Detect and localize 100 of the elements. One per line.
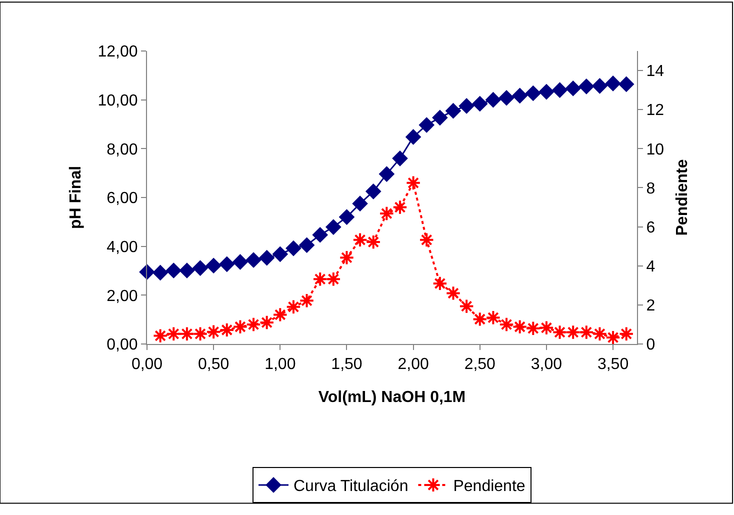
point [592, 326, 608, 342]
x-tick-label: 1,50 [331, 356, 362, 374]
point [299, 238, 314, 253]
y2-tick-label: 10 [646, 141, 664, 158]
y-tick-label: 0,00 [106, 336, 138, 354]
x-tick-label: 3,00 [530, 356, 562, 374]
point [606, 76, 621, 91]
point [458, 298, 474, 314]
point [352, 232, 368, 248]
x-tick-label: 3,50 [597, 356, 629, 374]
point [552, 324, 568, 340]
point [179, 326, 195, 342]
x-tick-label: 2,50 [464, 356, 496, 374]
y-axis-title: pH Final [68, 166, 85, 230]
point [352, 196, 368, 212]
point [152, 265, 168, 280]
y-tick-label: 8,00 [106, 141, 138, 158]
point [259, 250, 274, 266]
point [339, 210, 354, 225]
legend-label: Pendiente [453, 478, 526, 496]
y-tick-label: 6,00 [106, 190, 138, 208]
y2-tick-label: 12 [646, 102, 664, 120]
point [366, 234, 381, 250]
point [166, 326, 182, 342]
point [512, 88, 528, 104]
point [472, 96, 488, 112]
point [379, 206, 394, 222]
y2-tick-label: 6 [646, 219, 656, 236]
y2-tick-label: 4 [646, 258, 656, 276]
point [592, 78, 608, 94]
point [326, 272, 342, 287]
point [312, 272, 328, 287]
point [152, 328, 168, 344]
point [206, 324, 222, 340]
y-tick-label: 4,00 [106, 238, 138, 256]
point [406, 175, 421, 190]
point [272, 307, 288, 322]
point [419, 117, 434, 132]
point [339, 250, 354, 266]
point [246, 316, 262, 332]
point [499, 90, 514, 106]
point [219, 322, 234, 338]
y-tick-label: 10,00 [98, 92, 138, 110]
point [392, 200, 408, 215]
point [326, 220, 341, 235]
x-tick-label: 0,50 [198, 356, 230, 374]
point [552, 82, 568, 98]
point [432, 110, 448, 126]
point [512, 319, 528, 334]
point [486, 92, 501, 108]
x-tick-label: 0,00 [131, 356, 163, 374]
point [459, 98, 474, 114]
x-axis-title: Vol(mL) NaOH 0,1M [318, 388, 466, 406]
point [618, 326, 634, 342]
point [618, 76, 634, 92]
point [246, 252, 262, 268]
point [605, 330, 621, 346]
point [299, 293, 314, 308]
point [179, 263, 194, 278]
point [498, 316, 514, 332]
point [419, 232, 434, 248]
point [166, 263, 182, 278]
point [432, 276, 448, 292]
point [232, 319, 248, 334]
point [578, 324, 594, 340]
y2-tick-label: 8 [646, 180, 656, 198]
point [578, 78, 594, 94]
y2-axis-title: Pendiente [674, 159, 691, 236]
point [272, 246, 288, 262]
point [192, 326, 208, 342]
point [446, 286, 461, 301]
y2-tick-label: 0 [646, 336, 656, 354]
point [312, 227, 328, 242]
legend-label: Curva Titulación [294, 478, 408, 496]
point [538, 84, 554, 100]
point [366, 184, 381, 199]
y2-tick-label: 2 [646, 298, 656, 315]
y-tick-label: 12,00 [98, 44, 138, 61]
x-tick-label: 2,00 [398, 356, 429, 374]
y-tick-label: 2,00 [106, 288, 138, 305]
point [566, 80, 581, 96]
x-tick-label: 1,00 [264, 356, 296, 374]
point [392, 150, 408, 166]
point [379, 166, 394, 182]
point [472, 312, 488, 327]
point [192, 260, 208, 276]
point [206, 258, 222, 274]
point [526, 86, 541, 101]
point [286, 240, 301, 256]
point [286, 299, 302, 314]
point [486, 310, 501, 326]
point [232, 254, 248, 270]
y2-tick-label: 14 [646, 63, 664, 80]
point [526, 320, 541, 336]
point [219, 256, 234, 272]
point [446, 103, 461, 118]
point [538, 320, 554, 336]
point [565, 324, 581, 340]
point [259, 314, 274, 330]
point [406, 129, 421, 144]
